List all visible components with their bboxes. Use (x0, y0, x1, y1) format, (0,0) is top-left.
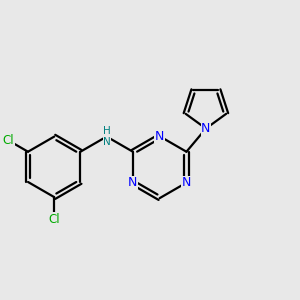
Text: N: N (201, 122, 211, 135)
Text: Cl: Cl (3, 134, 14, 147)
Text: Cl: Cl (48, 213, 60, 226)
Text: H
N: H N (103, 126, 110, 147)
Text: N: N (155, 130, 164, 143)
Text: N: N (128, 176, 137, 189)
Text: N: N (182, 176, 191, 189)
